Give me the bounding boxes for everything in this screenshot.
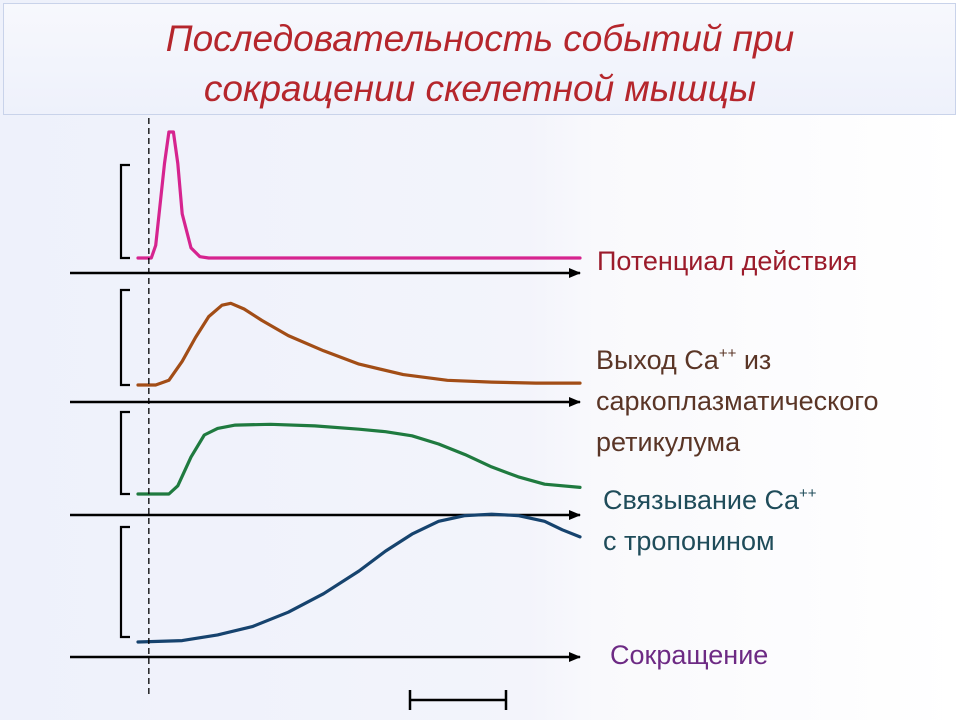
slide-title: Последовательность событий при сокращени… [0,14,960,114]
trace-2 [136,301,582,387]
trace-4 [136,512,582,644]
label-ca-release-line-3: ретикулума [596,427,741,457]
amplitude-bracket-1 [119,163,130,260]
label-action-potential-text: Потенциал действия [597,246,858,276]
title-line-1: Последовательность событий при [165,18,795,59]
label-action-potential: Потенциал действия [597,246,857,277]
trace-1 [136,130,582,260]
label-ca-release: Выход Ca++ из саркоплазматического ретик… [596,340,879,463]
label-troponin-line-1: Связывание Ca++ [603,485,817,515]
label-ca-release-line-1: Выход Ca++ из [596,345,772,375]
title-line-2: сокращении скелетной мышцы [203,68,757,109]
time-scale-bar [408,690,508,710]
title-panel [3,3,956,115]
label-troponin-line-2: с тропонином [603,526,775,556]
label-contraction: Сокращение [610,640,768,671]
label-ca-release-line-2: саркоплазматического [596,386,879,416]
label-contraction-text: Сокращение [610,640,769,670]
amplitude-bracket-3 [119,410,130,496]
label-troponin-binding: Связывание Ca++ с тропонином [603,480,817,562]
amplitude-bracket-2 [119,288,130,387]
trace-3 [136,422,582,496]
amplitude-bracket-4 [119,525,130,639]
